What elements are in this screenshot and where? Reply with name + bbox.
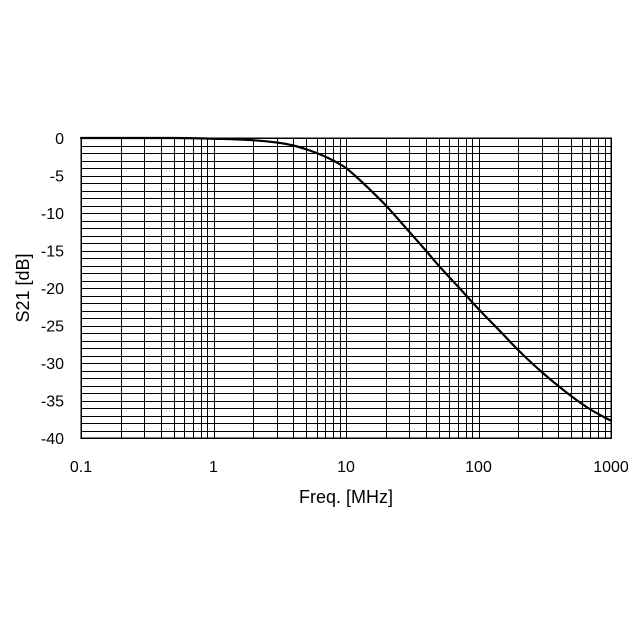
y-tick-labels: 0 -5 -10 -15 -20 -25 -30 -35 -40 (41, 131, 64, 448)
y-axis-title: S21 [dB] (13, 253, 33, 322)
y-tick-label: -15 (41, 244, 64, 261)
x-tick-label: 1 (209, 459, 218, 476)
y-tick-label: -40 (41, 431, 64, 448)
x-axis-title: Freq. [MHz] (299, 487, 393, 507)
y-tick-label: -25 (41, 319, 64, 336)
y-tick-label: -35 (41, 394, 64, 411)
y-tick-label: 0 (55, 131, 64, 148)
y-tick-label: -5 (50, 169, 64, 186)
x-tick-labels: 0.1 1 10 100 1000 (70, 459, 629, 476)
grid (81, 138, 611, 439)
y-tick-label: -20 (41, 281, 64, 298)
x-tick-label: 0.1 (70, 459, 92, 476)
x-tick-label: 10 (337, 459, 355, 476)
x-tick-label: 100 (465, 459, 492, 476)
y-tick-label: -10 (41, 206, 64, 223)
x-tick-label: 1000 (593, 459, 629, 476)
y-tick-label: -30 (41, 356, 64, 373)
